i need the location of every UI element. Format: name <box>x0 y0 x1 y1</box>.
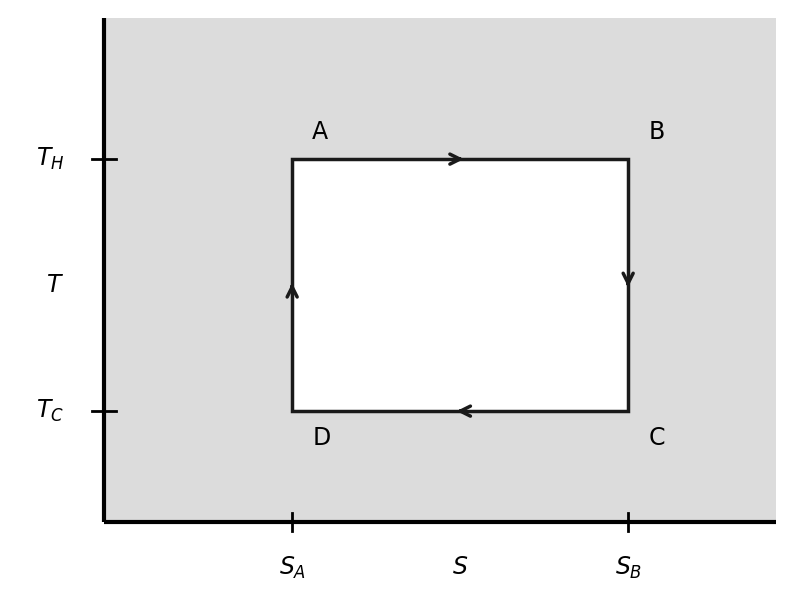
Text: $S_A$: $S_A$ <box>278 555 306 581</box>
Text: $T_H$: $T_H$ <box>36 146 64 172</box>
Bar <box>104 18 776 522</box>
Text: $T_C$: $T_C$ <box>36 398 64 424</box>
Text: $S$: $S$ <box>452 555 468 579</box>
Text: B: B <box>648 120 665 144</box>
Text: $S_B$: $S_B$ <box>614 555 642 581</box>
Text: D: D <box>312 426 330 450</box>
Text: $T$: $T$ <box>46 273 64 297</box>
Bar <box>292 159 628 411</box>
Text: C: C <box>648 426 665 450</box>
Text: A: A <box>312 120 328 144</box>
